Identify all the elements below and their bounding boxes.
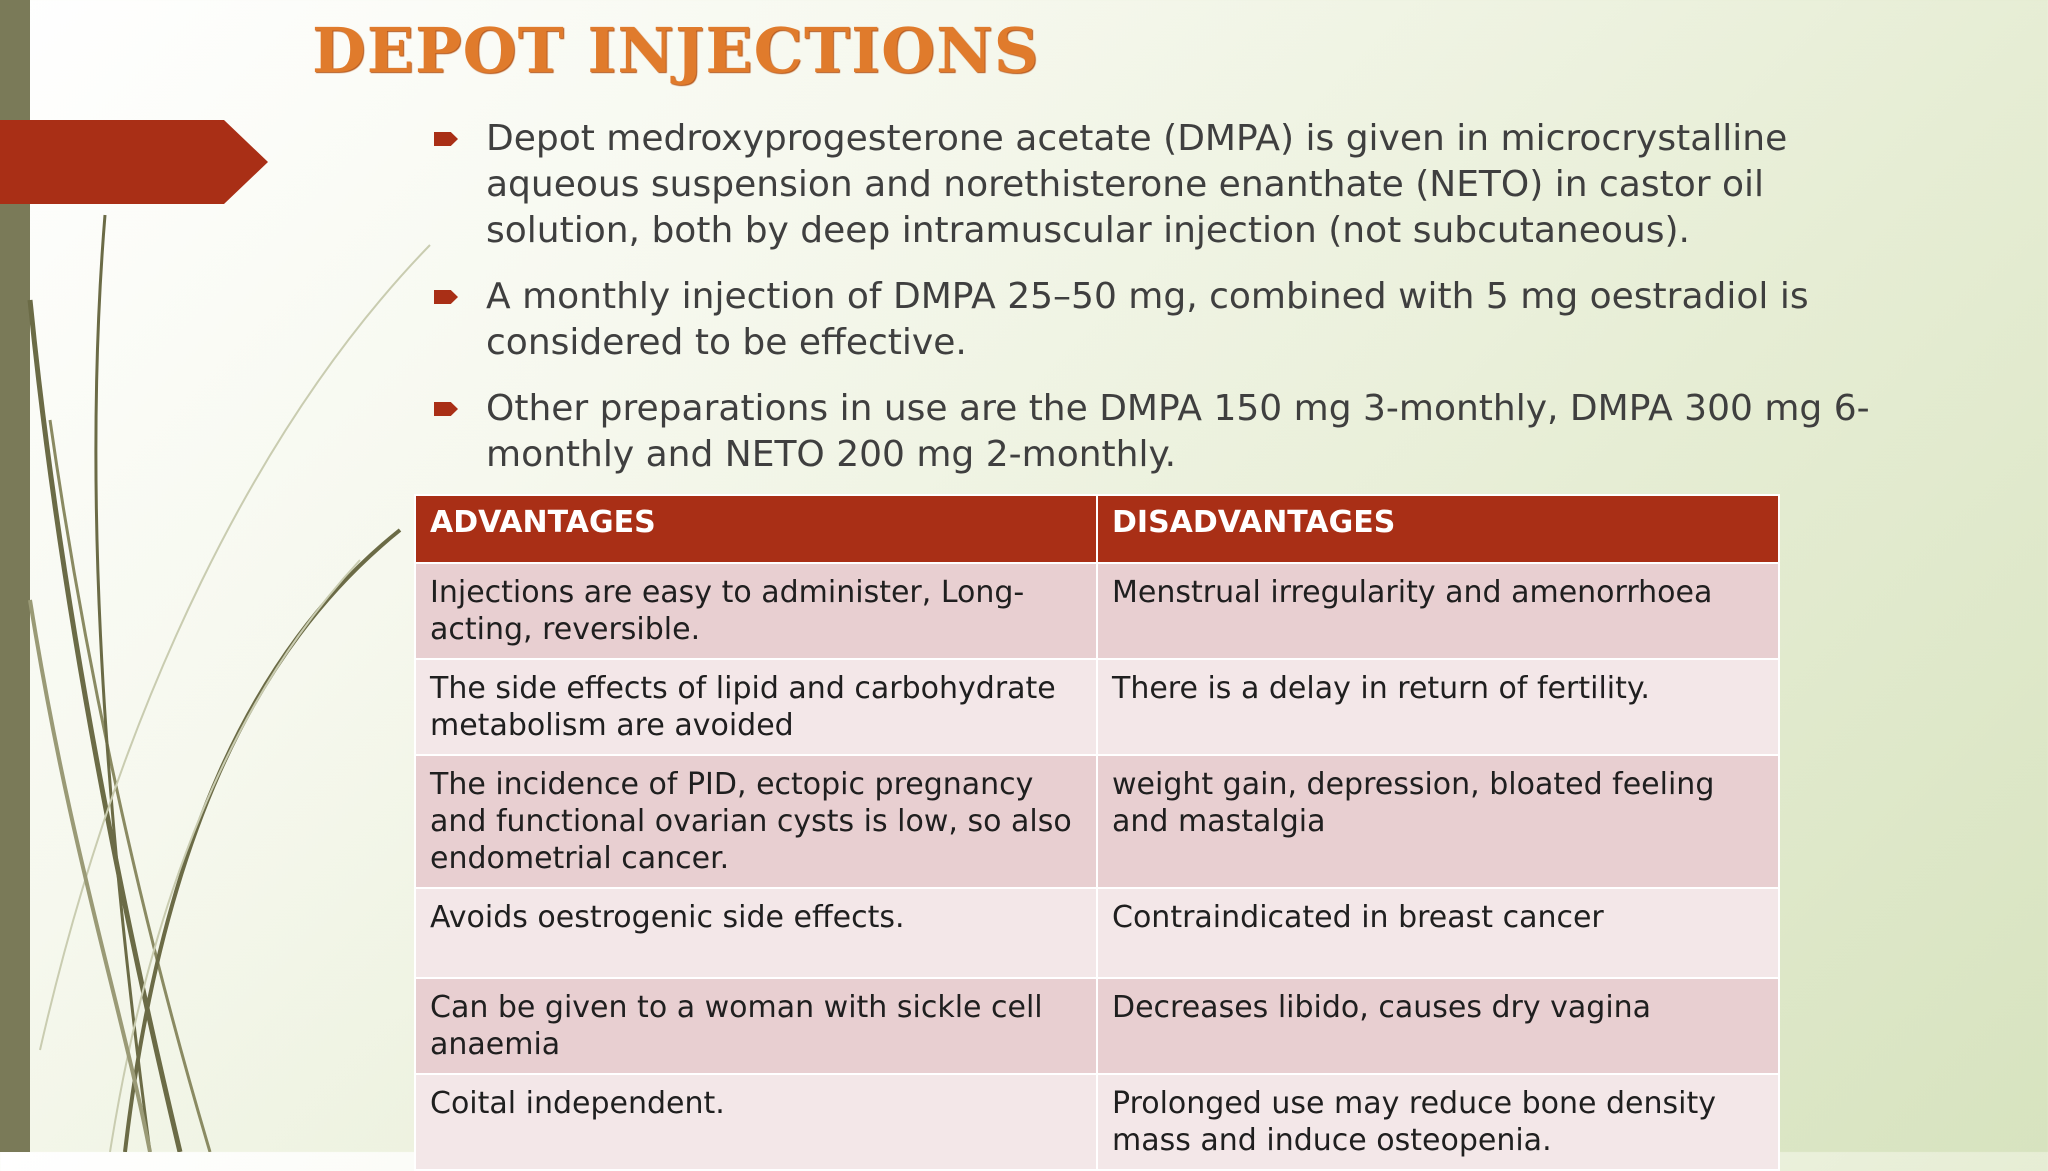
table-row: The incidence of PID, ectopic pregnancy … bbox=[414, 754, 1780, 889]
disadvantage-cell: Contraindicated in breast cancer bbox=[1096, 887, 1780, 979]
advantage-cell: The side effects of lipid and carbohydra… bbox=[414, 658, 1098, 756]
table-row: Avoids oestrogenic side effects. Contrai… bbox=[414, 887, 1780, 979]
table-row: Can be given to a woman with sickle cell… bbox=[414, 977, 1780, 1075]
red-arrow-banner bbox=[0, 120, 268, 204]
table-row: Injections are easy to administer, Long-… bbox=[414, 562, 1780, 660]
disadvantage-cell: weight gain, depression, bloated feeling… bbox=[1096, 754, 1780, 889]
advantage-cell: Avoids oestrogenic side effects. bbox=[414, 887, 1098, 979]
bullet-item: A monthly injection of DMPA 25–50 mg, co… bbox=[430, 274, 1870, 366]
header-disadvantages: DISADVANTAGES bbox=[1096, 494, 1780, 564]
arrow-bullet-icon bbox=[434, 402, 458, 416]
advantage-cell: The incidence of PID, ectopic pregnancy … bbox=[414, 754, 1098, 889]
table-header-row: ADVANTAGES DISADVANTAGES bbox=[414, 494, 1780, 564]
slide-title: DEPOT INJECTIONS bbox=[312, 14, 1040, 87]
arrow-bullet-icon bbox=[434, 132, 458, 146]
bullet-item: Other preparations in use are the DMPA 1… bbox=[430, 386, 1870, 478]
advantages-disadvantages-table: ADVANTAGES DISADVANTAGES Injections are … bbox=[414, 494, 1780, 1171]
advantage-cell: Coital independent. bbox=[414, 1073, 1098, 1171]
advantages-table-container: ADVANTAGES DISADVANTAGES Injections are … bbox=[414, 494, 1780, 1171]
advantage-cell: Injections are easy to administer, Long-… bbox=[414, 562, 1098, 660]
bullet-text: A monthly injection of DMPA 25–50 mg, co… bbox=[486, 276, 1809, 363]
bullet-text: Other preparations in use are the DMPA 1… bbox=[486, 388, 1870, 475]
disadvantage-cell: Prolonged use may reduce bone density ma… bbox=[1096, 1073, 1780, 1171]
advantage-cell: Can be given to a woman with sickle cell… bbox=[414, 977, 1098, 1075]
table-row: The side effects of lipid and carbohydra… bbox=[414, 658, 1780, 756]
disadvantage-cell: Menstrual irregularity and amenorrhoea bbox=[1096, 562, 1780, 660]
bullet-text: Depot medroxyprogesterone acetate (DMPA)… bbox=[486, 118, 1788, 251]
disadvantage-cell: There is a delay in return of fertility. bbox=[1096, 658, 1780, 756]
bullet-list: Depot medroxyprogesterone acetate (DMPA)… bbox=[430, 116, 1870, 498]
bullet-item: Depot medroxyprogesterone acetate (DMPA)… bbox=[430, 116, 1870, 254]
table-row: Coital independent. Prolonged use may re… bbox=[414, 1073, 1780, 1171]
arrow-bullet-icon bbox=[434, 290, 458, 304]
header-advantages: ADVANTAGES bbox=[414, 494, 1098, 564]
disadvantage-cell: Decreases libido, causes dry vagina bbox=[1096, 977, 1780, 1075]
